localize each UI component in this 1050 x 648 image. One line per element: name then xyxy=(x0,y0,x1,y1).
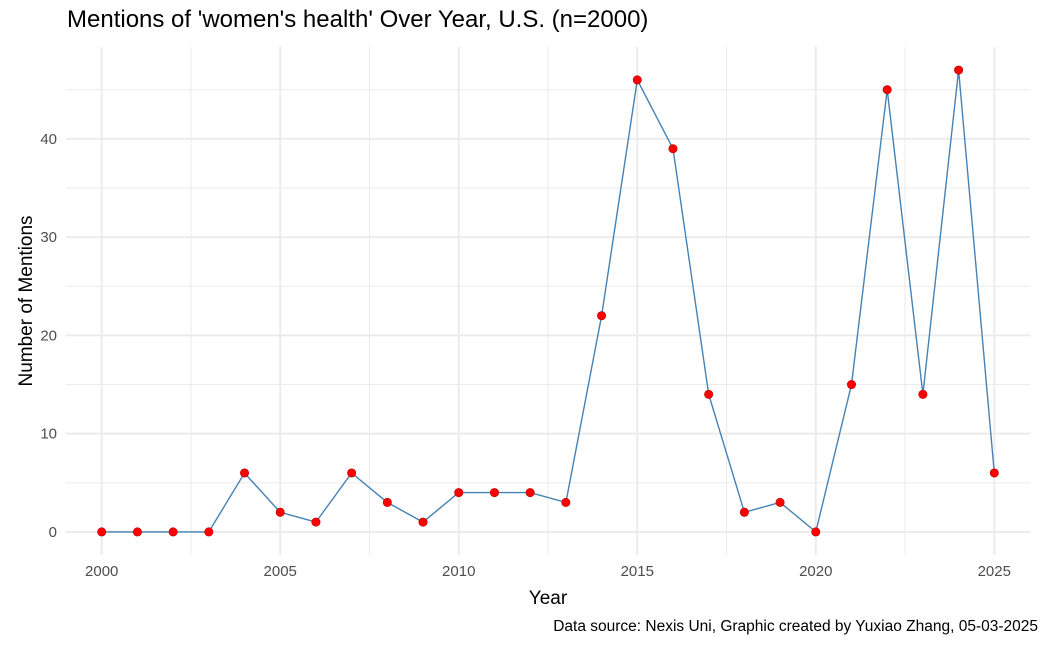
data-point xyxy=(561,497,571,507)
data-point xyxy=(168,527,178,537)
data-point xyxy=(97,527,107,537)
x-axis-title: Year xyxy=(529,588,568,609)
grid xyxy=(66,47,1030,555)
data-point xyxy=(132,527,142,537)
tick-labels: 2000 2005 2010 2015 2020 2025 0 10 20 30 40 xyxy=(40,131,1011,580)
series-line xyxy=(101,70,995,534)
x-tick-label: 2025 xyxy=(978,563,1011,580)
data-point xyxy=(882,85,892,95)
data-point xyxy=(846,380,856,390)
data-point xyxy=(311,517,321,527)
data-point xyxy=(418,517,428,527)
data-point xyxy=(811,527,821,537)
data-point xyxy=(275,507,285,517)
data-point xyxy=(204,527,214,537)
data-point xyxy=(525,488,535,498)
x-tick-label: 2015 xyxy=(621,563,654,580)
x-tick-label: 2020 xyxy=(799,563,832,580)
x-tick-label: 2005 xyxy=(264,563,297,580)
y-tick-label: 10 xyxy=(40,426,57,443)
y-tick-label: 20 xyxy=(40,327,57,344)
x-tick-label: 2010 xyxy=(442,563,475,580)
data-point xyxy=(775,497,785,507)
y-axis-title: Number of Mentions xyxy=(16,215,37,386)
data-point xyxy=(954,65,964,75)
chart-title: Mentions of 'women's health' Over Year, … xyxy=(67,6,649,33)
data-point xyxy=(489,488,499,498)
data-point xyxy=(382,497,392,507)
data-point xyxy=(454,488,464,498)
data-point xyxy=(739,507,749,517)
data-point xyxy=(704,389,714,399)
data-point xyxy=(597,311,607,321)
data-point xyxy=(668,144,678,154)
data-point xyxy=(240,468,250,478)
y-tick-label: 0 xyxy=(49,524,57,541)
chart-caption: Data source: Nexis Uni, Graphic created … xyxy=(553,618,1038,635)
data-point xyxy=(632,75,642,85)
x-tick-label: 2000 xyxy=(85,563,118,580)
y-tick-label: 30 xyxy=(40,229,57,246)
data-point xyxy=(347,468,357,478)
y-tick-label: 40 xyxy=(40,131,57,148)
data-point xyxy=(989,468,999,478)
series-mentions xyxy=(97,65,999,537)
data-point xyxy=(918,389,928,399)
